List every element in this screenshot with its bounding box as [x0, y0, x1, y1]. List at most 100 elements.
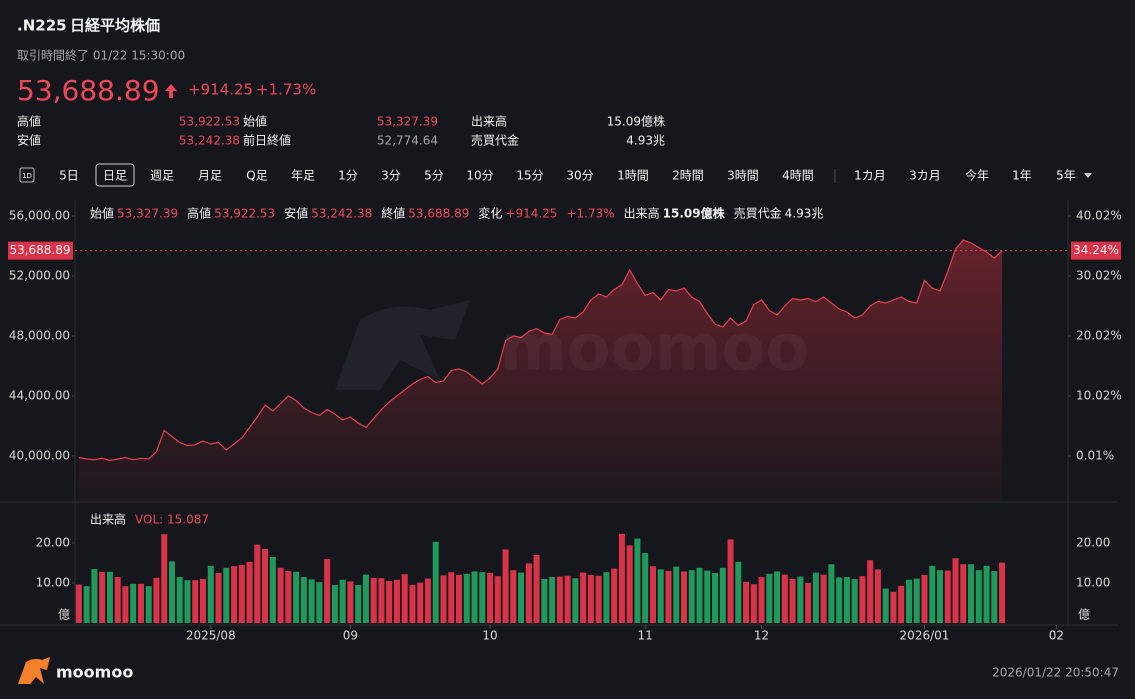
volume-bar [836, 577, 843, 623]
price-area [78, 240, 1003, 501]
volume-bar [750, 584, 757, 623]
tab[interactable]: 1分 [338, 169, 358, 183]
volume-bar [673, 566, 680, 623]
stat-value: 53,922.53 [179, 115, 240, 129]
x-tick-label: 2025/08 [186, 629, 236, 643]
volume-bar [137, 583, 144, 623]
volume-bar [238, 565, 245, 623]
x-tick-label: 02 [1049, 629, 1064, 643]
tab[interactable]: 日足 [103, 169, 127, 183]
volume-bar [347, 581, 354, 623]
volume-bar [130, 583, 137, 623]
volume-bar [192, 580, 199, 623]
volume-bar [324, 559, 331, 623]
price: 53,688.89 [17, 74, 160, 107]
volume-bar [890, 591, 897, 623]
vol-tick-label: 10.00 [36, 576, 70, 590]
tab[interactable]: 10分 [466, 169, 493, 183]
symbol: .N225 [17, 17, 67, 35]
volume-bar [874, 569, 881, 623]
volume-bar [913, 578, 920, 623]
volume-bar [176, 577, 183, 623]
volume-bar [471, 571, 478, 623]
volume-bar [75, 584, 82, 623]
y2-tick-label: 10.02% [1076, 388, 1122, 402]
x-tick-label: 09 [343, 629, 358, 643]
last-price-tag [8, 241, 73, 260]
volume-bar [618, 533, 625, 623]
tab[interactable]: 月足 [198, 169, 222, 183]
tab[interactable]: 3時間 [727, 169, 759, 183]
tab[interactable]: 1時間 [617, 169, 649, 183]
stat-value: 53,327.39 [377, 115, 438, 129]
volume-bar [719, 567, 726, 623]
volume-bar [161, 534, 168, 623]
tab[interactable]: 3分 [381, 169, 401, 183]
volume-bar [184, 580, 191, 623]
volume-bar [572, 578, 579, 623]
volume-bar [122, 586, 129, 623]
volume-bar [99, 571, 106, 623]
watermark-logo [335, 300, 470, 390]
tab[interactable]: 1D [22, 172, 32, 180]
volume-bar [510, 570, 517, 623]
y2-tick-label: 20.02% [1076, 328, 1122, 342]
volume-bar [859, 576, 866, 623]
volume-bar [525, 563, 532, 623]
volume-bar [300, 577, 307, 623]
index-name: 日経平均株価 [70, 17, 160, 35]
volume-bar [820, 574, 827, 623]
info-value: 53,922.53 [214, 207, 275, 221]
volume-bar [549, 577, 556, 623]
volume-bar [83, 586, 90, 623]
volume-bar [215, 573, 222, 623]
volume-bar [975, 570, 982, 623]
change-pct: +1.73% [256, 81, 316, 99]
stat-value: 52,774.64 [377, 134, 438, 148]
tab[interactable]: 30分 [566, 169, 593, 183]
tab[interactable]: 15分 [516, 169, 543, 183]
volume-bar [843, 577, 850, 623]
info-value: +914.25 [505, 207, 557, 221]
volume-bar [440, 575, 447, 623]
volume-bar [362, 574, 369, 623]
info-label: 安値 [284, 206, 308, 221]
tab[interactable]: 2時間 [672, 169, 704, 183]
volume-bar [316, 582, 323, 623]
y2-tick-label: 30.02% [1076, 268, 1122, 282]
tab[interactable]: 3カ月 [909, 169, 941, 183]
volume-bar [355, 585, 362, 623]
x-tick-label: 10 [482, 629, 497, 643]
info-value: 53,688.89 [408, 207, 469, 221]
volume-bar [200, 579, 207, 623]
brand-logo [18, 657, 50, 684]
volume-bar [587, 575, 594, 623]
info-label: 終値 [381, 206, 405, 221]
info-label: 変化 [478, 206, 502, 221]
tab[interactable]: 4時間 [782, 169, 814, 183]
dropdown-arrow[interactable] [1084, 173, 1092, 178]
volume-bar [991, 571, 998, 623]
tab[interactable]: 5年 [1056, 169, 1076, 183]
volume-bar [898, 585, 905, 623]
tab[interactable]: 年足 [291, 169, 315, 183]
volume-bar [688, 570, 695, 623]
tab[interactable]: 5日 [59, 169, 79, 183]
tab[interactable]: 今年 [965, 168, 989, 183]
x-tick-label: 11 [638, 629, 653, 643]
volume-bar [246, 561, 253, 623]
volume-value: VOL: 15.087 [135, 513, 209, 527]
stat-label: 高値 [17, 114, 41, 129]
tab[interactable]: 週足 [150, 169, 174, 183]
up-arrow [165, 84, 177, 98]
stat-value: 4.93兆 [626, 134, 665, 148]
volume-bar [114, 577, 121, 623]
tab[interactable]: 1年 [1012, 169, 1032, 183]
tab[interactable]: 5分 [424, 169, 444, 183]
y2-tick-label: 40.02% [1076, 208, 1122, 222]
tab[interactable]: 1カ月 [854, 169, 886, 183]
tab[interactable]: Q足 [246, 169, 267, 183]
price-line [78, 239, 1003, 462]
change: +914.25 [188, 81, 253, 99]
